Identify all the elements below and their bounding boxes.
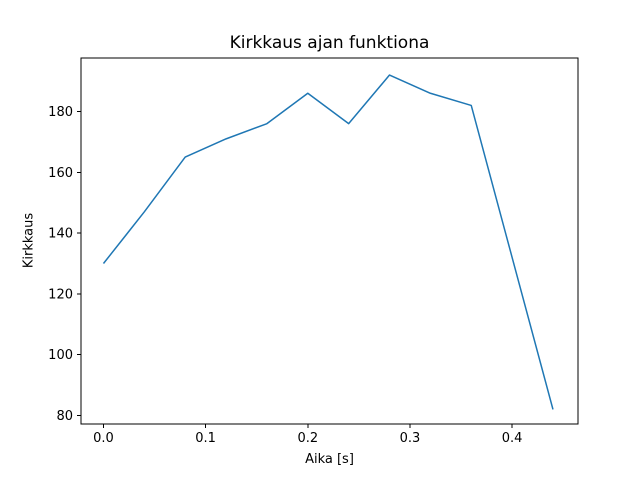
y-tick-label: 120 [48, 287, 73, 302]
chart-title: Kirkkaus ajan funktiona [229, 33, 430, 53]
y-axis-label: Kirkkaus [21, 212, 37, 269]
x-tick-label: 0.1 [195, 431, 216, 446]
data-line-series [102, 74, 554, 410]
x-tick-label: 0.4 [502, 431, 523, 446]
x-axis-label: Aika [s] [305, 452, 354, 467]
y-tick-label: 140 [48, 227, 73, 242]
x-tick-label: 0.2 [297, 431, 318, 446]
x-tick-label: 0.3 [400, 431, 421, 446]
y-tick-label: 80 [56, 409, 73, 424]
y-tick-label: 100 [48, 348, 73, 363]
y-tick-label: 180 [48, 105, 73, 120]
plot-spines [80, 57, 579, 425]
y-tick-label: 160 [48, 166, 73, 181]
x-tick-label: 0.0 [93, 431, 114, 446]
